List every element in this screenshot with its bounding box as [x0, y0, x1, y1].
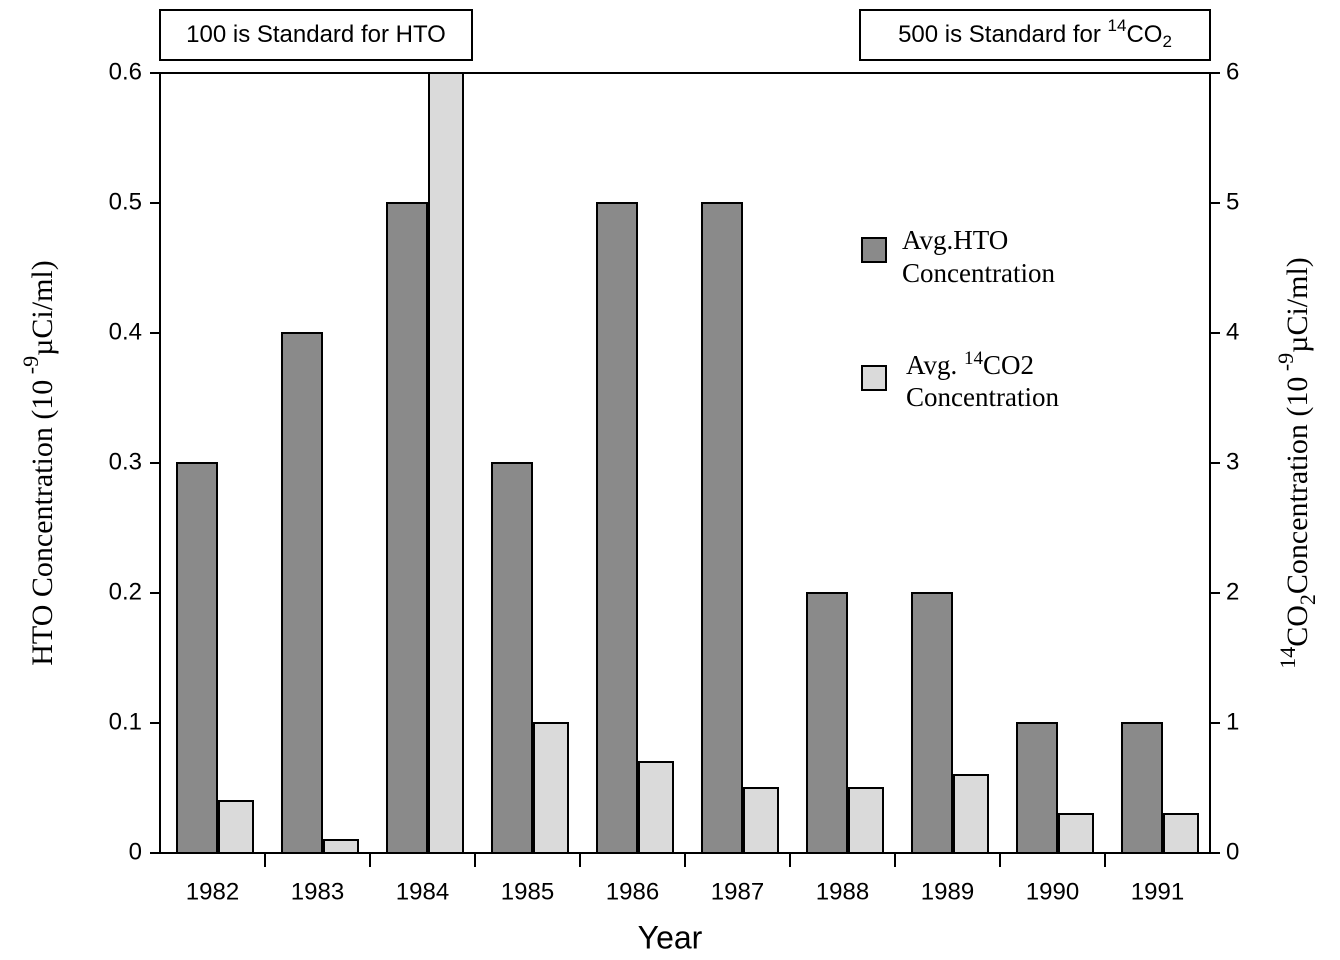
y-tick-label: 0 [129, 838, 142, 865]
y2-axis-label: 14CO2Concentration (10 -9µCi/ml) [1273, 257, 1320, 669]
bar [428, 72, 464, 854]
bar [176, 462, 218, 854]
x-tick-label: 1986 [606, 878, 659, 905]
annotation: 100 is Standard for HTO [186, 21, 446, 48]
y2-tick-label: 2 [1226, 578, 1239, 605]
bar [533, 722, 569, 854]
x-tick-label: 1989 [921, 878, 974, 905]
x-tick-label: 1991 [1131, 878, 1184, 905]
y-tick-label: 0.1 [109, 708, 142, 735]
legend-label: Avg.HTO [902, 225, 1008, 255]
bar [323, 839, 359, 854]
y-tick-label: 0.4 [109, 318, 142, 345]
x-axis-label: Year [638, 919, 703, 955]
y2-tick-label: 4 [1226, 318, 1239, 345]
bar [1163, 813, 1199, 854]
bar [953, 774, 989, 854]
x-tick-label: 1984 [396, 878, 449, 905]
legend-label: Avg. 14CO2 [906, 348, 1034, 380]
bar [596, 202, 638, 854]
y2-tick-label: 1 [1226, 708, 1239, 735]
legend-swatch [861, 365, 887, 391]
legend-swatch [861, 237, 887, 263]
bar [218, 800, 254, 854]
y2-tick-label: 6 [1226, 58, 1239, 85]
bar [638, 761, 674, 854]
y-tick-label: 0.2 [109, 578, 142, 605]
y-tick-label: 0.6 [109, 58, 142, 85]
x-tick-label: 1982 [186, 878, 239, 905]
bar [743, 787, 779, 854]
y2-tick-label: 3 [1226, 448, 1239, 475]
y2-tick-label: 5 [1226, 188, 1239, 215]
bar [491, 462, 533, 854]
bar [911, 592, 953, 854]
legend-label: Concentration [906, 382, 1059, 412]
x-tick-label: 1987 [711, 878, 764, 905]
annotation-box [159, 9, 473, 61]
y-tick-label: 0.5 [109, 188, 142, 215]
bar [701, 202, 743, 854]
x-tick-label: 1983 [291, 878, 344, 905]
x-tick-label: 1985 [501, 878, 554, 905]
y-tick-label: 0.3 [109, 448, 142, 475]
bar [1058, 813, 1094, 854]
bar [386, 202, 428, 854]
annotation: 500 is Standard for 14CO2 [898, 16, 1172, 51]
y2-tick-label: 0 [1226, 838, 1239, 865]
legend-label: Concentration [902, 258, 1055, 288]
bar [848, 787, 884, 854]
bar [1121, 722, 1163, 854]
annotation-box [859, 9, 1211, 61]
bar [806, 592, 848, 854]
x-tick-label: 1988 [816, 878, 869, 905]
x-tick-label: 1990 [1026, 878, 1079, 905]
y-axis-label: HTO Concentration (10 -9µCi/ml) [18, 260, 59, 666]
bar [1016, 722, 1058, 854]
bar [281, 332, 323, 854]
